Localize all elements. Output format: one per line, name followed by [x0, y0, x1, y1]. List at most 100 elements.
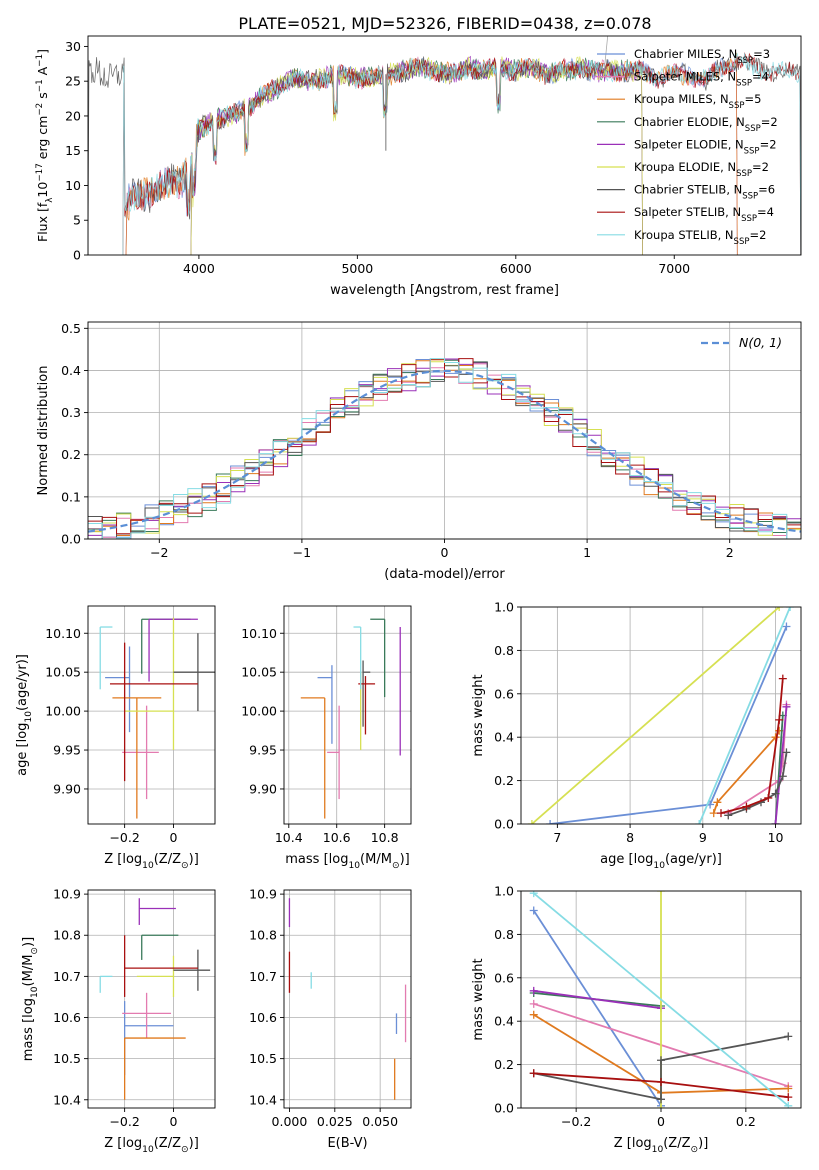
legend-series-name: Salpeter STELIB, N: [634, 205, 741, 219]
frame-residuals: −2 −1 0 1 2 0.0 0.1 0.2 0.3 0.4 0.5 (data-model)/er…: [36, 321, 802, 582]
y-tick-label: 20: [65, 108, 81, 123]
y-tick-label: 9.90: [53, 781, 81, 796]
weight-marker: [784, 1032, 793, 1041]
weight-marker: [529, 891, 538, 898]
x-tick-label: 0: [170, 830, 178, 845]
y-tick-label: 10.5: [53, 1051, 81, 1066]
y-tick-label: 10.00: [45, 704, 81, 719]
y-tick-label: 0.8: [494, 643, 514, 658]
label-part: (M/M: [21, 955, 36, 987]
y-tick-label: 10.7: [249, 969, 277, 984]
frame-age-vs-mass: 10.4 10.6 10.8 9.90 9.95 10.00 10.05 10.10 mass …: [241, 605, 412, 871]
weight-marker: [529, 906, 538, 915]
label-part: −17: [35, 163, 45, 181]
legend-label: Kroupa ELODIE, NSSP=2: [634, 160, 769, 179]
y-tick-label: 0.0: [61, 532, 81, 547]
legend-nssp: =6: [758, 183, 775, 197]
histogram-kroupa-stelib: [88, 358, 801, 539]
y-tick-label: 9.95: [53, 743, 81, 758]
legend-label: Salpeter MILES, NSSP=4: [634, 70, 769, 89]
x-tick-label: 0.000: [272, 1114, 308, 1129]
legend-series-name: Kroupa MILES, N: [634, 92, 729, 106]
label-part: s: [35, 92, 50, 103]
legend-sub: SSP: [745, 124, 761, 134]
label-part: ⊙: [181, 861, 189, 871]
y-tick-label: 0.6: [494, 686, 514, 701]
y-tick-label: 0.0: [494, 1101, 514, 1116]
label-part: 10: [30, 986, 40, 998]
y-tick-label: 25: [65, 74, 81, 89]
errorbar-chabrier-elodie: [370, 618, 386, 698]
plot-area-residuals: [88, 358, 801, 539]
weight-line: [774, 706, 788, 824]
y-tick-label: 0.4: [61, 363, 81, 378]
weight-line: [698, 607, 791, 824]
x-tick-label: 8: [626, 830, 634, 845]
weight-line-kroupa-stelib: [695, 607, 795, 824]
label-part: 10: [142, 861, 154, 871]
y-tick-label: 10.4: [53, 1092, 81, 1107]
label-part: Z [log: [104, 1136, 142, 1151]
y-tick-label: 5: [73, 213, 81, 228]
legend-label: Chabrier STELIB, NSSP=6: [634, 183, 775, 202]
y-tick-label: 0: [73, 248, 81, 263]
errorbar-chabrier-miles: [105, 646, 131, 733]
label-part: A: [35, 66, 50, 79]
frame-mass-vs-ebv: 0.000 0.025 0.050 10.4 10.5 10.6 10.7 10.8 10.9 E…: [249, 887, 412, 1151]
figure-title: PLATE=0521, MJD=52326, FIBERID=0438, z=0…: [238, 14, 651, 33]
label-part: −1: [35, 54, 45, 67]
legend-label: Salpeter ELODIE, NSSP=2: [634, 137, 777, 156]
y-tick-label: 10.00: [241, 704, 277, 719]
errorbar-kroupa-stelib: [99, 626, 113, 690]
plot-area-weight-vs-age: [527, 607, 795, 824]
legend: N(0, 1): [701, 335, 782, 350]
weight-marker: [713, 798, 722, 807]
y-tick-label: 10.10: [241, 626, 277, 641]
weight-line-chabrier-miles: [546, 622, 791, 824]
weight-marker: [775, 715, 784, 724]
legend-label: Kroupa STELIB, NSSP=2: [634, 228, 766, 247]
axes-weight-vs-Z: −0.2 0 0.2 0.0 0.2 0.4 0.6 0.8 1.0 Z [log10(Z/Z⊙)…: [471, 884, 802, 1155]
y-tick-label: 10.6: [53, 1010, 81, 1025]
legend-sub: SSP: [736, 169, 752, 179]
legend-sub: SSP: [734, 237, 750, 247]
weight-marker: [695, 820, 704, 824]
y-axis-label: mass [log10(M/M⊙)]: [21, 937, 40, 1061]
legend-label: N(0, 1): [739, 335, 782, 350]
weight-marker: [657, 1104, 665, 1108]
y-axis-label: mass weight: [471, 674, 486, 756]
legend-nssp: =2: [749, 228, 766, 242]
label-part: Z [log: [104, 852, 142, 867]
legend-nssp: =4: [757, 205, 774, 219]
x-tick-label: 0.050: [362, 1114, 398, 1129]
x-axis-label: Z [log10(Z/Z⊙)]: [104, 1136, 199, 1155]
errorbar-chabrier-miles: [317, 665, 333, 744]
weight-marker: [782, 702, 791, 711]
x-tick-label: 10.8: [371, 830, 399, 845]
axes-age-vs-mass: 10.4 10.6 10.8 9.90 9.95 10.00 10.05 10.10 mass …: [241, 605, 412, 871]
y-tick-label: 1.0: [494, 600, 514, 615]
x-axis-label: (data-model)/error: [384, 567, 505, 582]
label-part: ⊙: [392, 861, 400, 871]
label-part: Z [log: [614, 1136, 652, 1151]
spectrum-line-kroupa-elodie: [190, 56, 643, 255]
y-tick-label: 10.8: [53, 928, 81, 943]
normal-curve: [88, 369, 801, 533]
legend-label: Chabrier ELODIE, NSSP=2: [634, 115, 778, 134]
weight-marker: [546, 820, 555, 824]
axes-frame: [87, 35, 802, 256]
weight-line-salpeter-stelib: [529, 1069, 793, 1102]
axes-spectrum: 4000 5000 6000 7000 0 5 10 15 20 25 30 wavelength […: [35, 35, 802, 298]
label-part: )]: [400, 852, 410, 867]
spectrum-line-chabrier-elodie: [190, 57, 643, 255]
y-tick-label: 10.6: [249, 1010, 277, 1025]
errorbar-chabrier-stelib: [173, 949, 211, 991]
weight-marker: [786, 607, 795, 611]
errorbar-salpeter-miles: [122, 705, 159, 800]
weight-marker: [529, 1069, 538, 1078]
y-tick-label: 0.2: [61, 447, 81, 462]
legend-series-name: Salpeter MILES, N: [634, 70, 736, 84]
y-tick-label: 0.8: [494, 927, 514, 942]
errorbar-salpeter-miles: [122, 992, 172, 1039]
y-axis-label: mass weight: [471, 958, 486, 1040]
